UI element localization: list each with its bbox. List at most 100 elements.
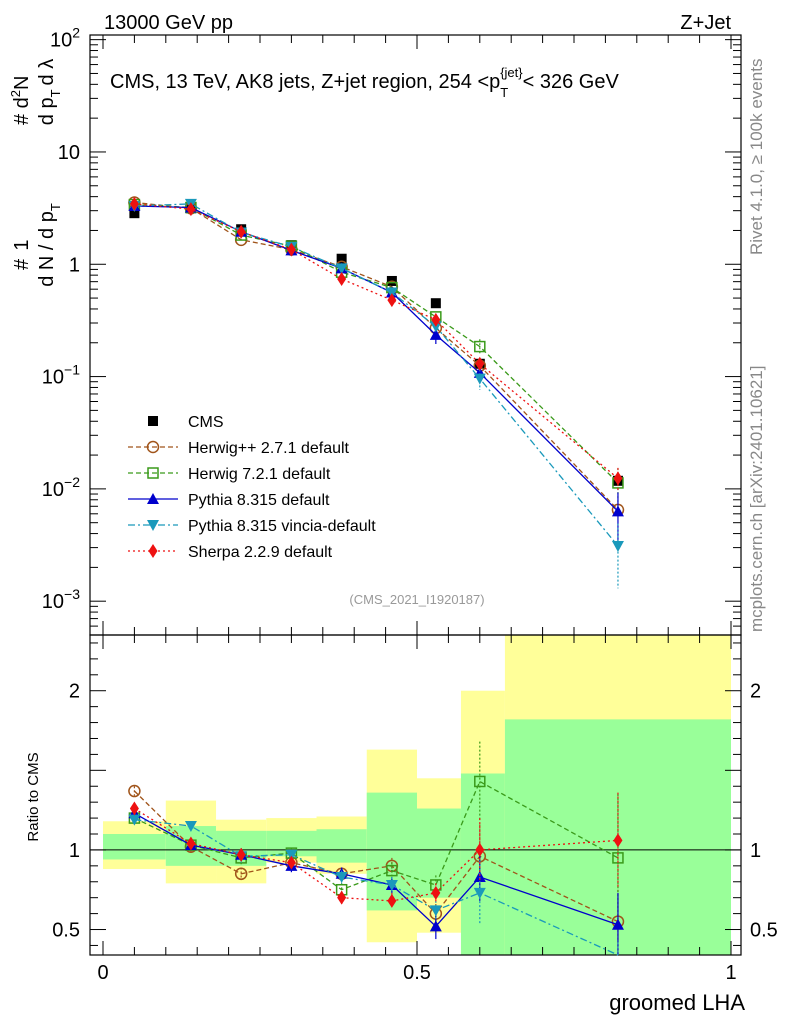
data-point (611, 918, 624, 930)
data-point (186, 202, 196, 217)
legend-label: Sherpa 2.2.9 default (188, 544, 333, 561)
ratio-y-tick-label: 2 (69, 681, 80, 703)
main-axes: 10−3 10−2 10−1 1 10 102 (42, 25, 742, 636)
data-point (234, 867, 248, 881)
x-tick-label: 0.5 (403, 962, 431, 984)
ylabel-hash-1: # (11, 258, 33, 270)
data-point (385, 287, 398, 299)
data-point (128, 784, 141, 798)
series-line (134, 201, 619, 511)
ratio-series (128, 741, 625, 956)
mcplots-source-label: mcplots.cern.ch [arXiv:2401.10621] (747, 366, 766, 632)
ratio-series-herwig-7-2-1-default (128, 741, 624, 922)
band-green (316, 829, 367, 863)
y-tick-label: 10−3 (42, 586, 80, 613)
x-axis-label: groomed LHA (609, 990, 745, 1015)
ratio-y-tick-label-right: 0.5 (750, 920, 778, 942)
data-point (186, 836, 196, 851)
series-line (133, 790, 619, 923)
data-point (611, 505, 624, 517)
legend-marker (146, 440, 160, 454)
band-green (460, 773, 505, 955)
y-tick-label: 10−1 (42, 362, 80, 389)
data-point (184, 821, 197, 833)
ratio-y-tick-label: 1 (69, 840, 80, 862)
band-green (417, 808, 461, 898)
band-green (103, 834, 166, 860)
ratio-y-tick-label-right: 2 (750, 681, 761, 703)
legend-item: Herwig 7.2.1 default (128, 466, 331, 483)
data-point (128, 814, 141, 826)
ylabel-d2n: d2N (8, 76, 33, 109)
legend: CMS Herwig++ 2.7.1 default Herwig 7.2.1 de… (128, 414, 376, 561)
data-point (337, 271, 347, 286)
legend-item: Herwig++ 2.7.1 default (128, 440, 350, 457)
main-series-herwig-7-2-1-default (128, 198, 624, 505)
legend-label: Pythia 8.315 default (188, 492, 330, 509)
data-point (475, 842, 485, 857)
data-point (285, 849, 298, 861)
data-point (129, 208, 140, 219)
data-point (473, 887, 486, 899)
data-point (431, 885, 441, 900)
ratio-y-tick-label-right: 1 (750, 840, 761, 862)
analysis-tag: (CMS_2021_I1920187) (349, 592, 484, 607)
energy-label: 13000 GeV pp (104, 12, 233, 34)
legend-item: Sherpa 2.2.9 default (128, 544, 333, 561)
data-point (475, 356, 485, 371)
series-line (134, 203, 619, 479)
data-point (429, 328, 442, 340)
legend-marker (148, 544, 158, 558)
data-point (286, 855, 296, 870)
rivet-version-label: Rivet 4.1.0, ≥ 100k events (747, 59, 766, 255)
ylabel-hash-2: # (11, 113, 33, 125)
data-point (129, 196, 139, 211)
y-tick-label: 102 (50, 25, 80, 52)
legend-item: Pythia 8.315 vincia-default (128, 518, 376, 535)
data-point (613, 833, 623, 848)
x-tick-label: 0 (97, 962, 108, 984)
data-point (611, 541, 624, 553)
legend-label: Herwig 7.2.1 default (188, 466, 331, 483)
ratio-ylabel: Ratio to CMS (25, 752, 42, 841)
data-point (386, 864, 398, 877)
y-tick-label: 10−2 (42, 474, 80, 501)
y-tick-label: 1 (69, 254, 80, 276)
series-line (134, 780, 619, 891)
ylabel-dn-dpt: d N / d pT (36, 203, 63, 287)
legend-marker (147, 493, 159, 504)
x-tick-label: 1 (725, 962, 736, 984)
data-point (336, 253, 347, 264)
data-point (613, 471, 623, 486)
data-point (286, 242, 296, 257)
legend-item: CMS (148, 414, 224, 431)
data-point (429, 905, 442, 917)
data-point (236, 847, 246, 862)
ratio-frame (89, 634, 742, 956)
data-point (430, 298, 441, 309)
ratio-axes: 0.5 0.5 1 1 2 2 0 0.5 1 (52, 634, 778, 984)
y-tick-label: 10 (58, 142, 80, 164)
ylabel-one: 1 (11, 239, 33, 250)
legend-label: Pythia 8.315 vincia-default (188, 518, 376, 535)
data-point (387, 293, 397, 308)
ratio-series-pythia-8-315-vincia-default (128, 814, 619, 956)
plot-title: CMS, 13 TeV, AK8 jets, Z+jet region, 254… (110, 65, 619, 100)
data-point (335, 263, 348, 275)
data-point (335, 871, 348, 883)
data-point (236, 224, 246, 239)
data-point (473, 373, 486, 385)
data-point (473, 870, 486, 882)
main-series (128, 196, 625, 589)
legend-marker (147, 520, 159, 531)
data-point (429, 920, 442, 932)
data-point (387, 893, 397, 908)
legend-label: Herwig++ 2.7.1 default (188, 440, 350, 457)
main-ylabel: # 1 d N / d pT # d2N d pTd λ (8, 59, 63, 287)
data-point (129, 801, 139, 816)
legend-item: Pythia 8.315 default (128, 492, 330, 509)
ylabel-dpt-dlambda: d pTd λ (36, 59, 63, 125)
data-point (474, 340, 486, 353)
ratio-series-sherpa-2-2-9-default (129, 792, 623, 909)
ratio-y-tick-label: 0.5 (52, 920, 80, 942)
